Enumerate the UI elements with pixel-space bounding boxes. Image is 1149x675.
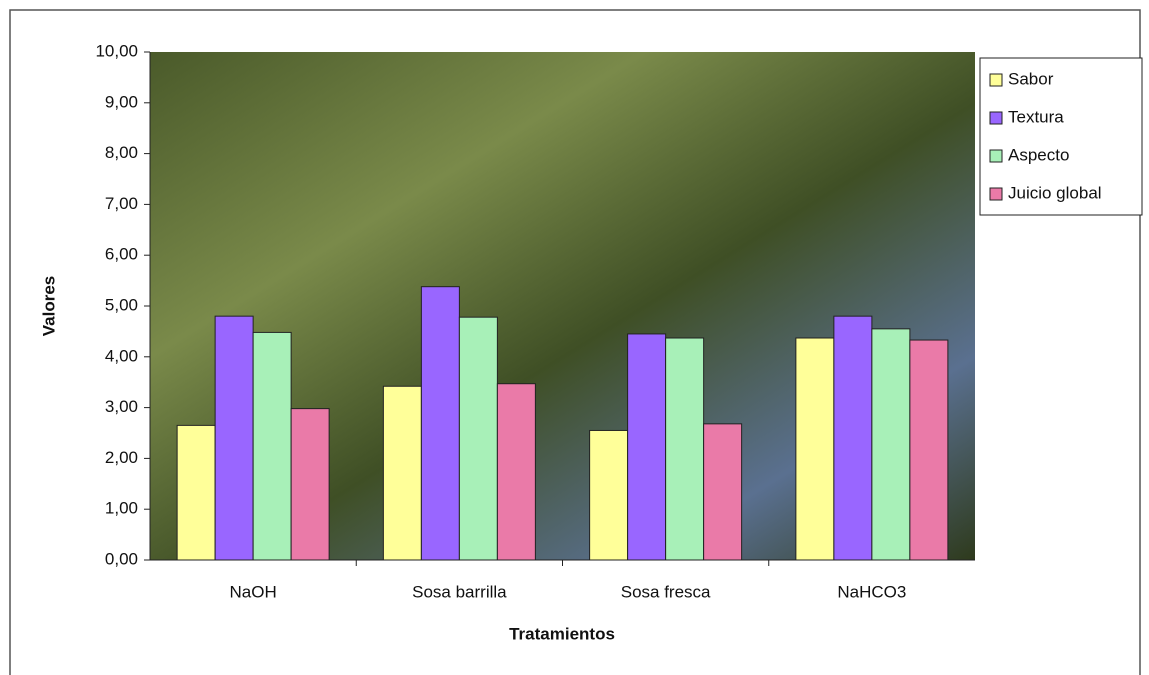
y-tick-label: 3,00 — [105, 397, 138, 416]
bar — [665, 337, 705, 561]
legend-label: Aspecto — [1008, 145, 1069, 164]
y-tick-label: 8,00 — [105, 143, 138, 162]
bar — [290, 408, 330, 561]
bar — [833, 315, 873, 561]
y-tick-label: 7,00 — [105, 194, 138, 213]
y-tick-label: 6,00 — [105, 245, 138, 264]
legend-label: Sabor — [1008, 69, 1054, 88]
legend-label: Juicio global — [1008, 183, 1102, 202]
bar — [909, 339, 949, 561]
y-tick-label: 5,00 — [105, 295, 138, 314]
bar — [795, 337, 835, 561]
x-tick-label: Sosa fresca — [621, 582, 711, 601]
legend-label: Textura — [1008, 107, 1064, 126]
frame — [9, 9, 1141, 675]
legend-swatch — [989, 111, 1003, 125]
legend-swatch — [989, 187, 1003, 201]
y-tick-label: 2,00 — [105, 448, 138, 467]
bar — [458, 316, 498, 561]
y-tick-label: 10,00 — [95, 41, 138, 60]
bar — [252, 331, 292, 561]
y-tick-label: 4,00 — [105, 346, 138, 365]
bar — [589, 429, 629, 561]
bar — [871, 328, 911, 561]
bar — [176, 424, 216, 561]
y-axis-title: Valores — [39, 276, 58, 337]
legend-swatch — [989, 73, 1003, 87]
y-tick-label: 9,00 — [105, 92, 138, 111]
y-tick-label: 0,00 — [105, 549, 138, 568]
bar — [214, 315, 254, 561]
bar — [382, 385, 422, 561]
bar — [496, 383, 536, 561]
x-axis-title: Tratamientos — [509, 624, 615, 643]
x-tick-label: NaHCO3 — [837, 582, 906, 601]
legend-swatch — [989, 149, 1003, 163]
x-tick-label: Sosa barrilla — [412, 582, 507, 601]
bar — [703, 423, 743, 561]
bar — [627, 333, 667, 561]
y-tick-label: 1,00 — [105, 499, 138, 518]
bar — [420, 286, 460, 561]
legend-box — [979, 57, 1143, 216]
x-tick-label: NaOH — [230, 582, 277, 601]
